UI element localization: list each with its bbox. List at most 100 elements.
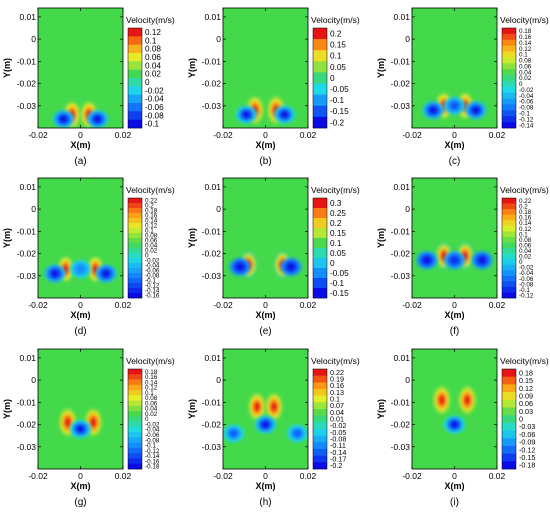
contour-field <box>416 241 493 270</box>
y-axis-label: Y(m) <box>376 58 386 78</box>
x-tick-label: 0 <box>452 300 457 310</box>
colorbar-tick-label: -0.04 <box>145 95 164 104</box>
colorbar-swatch <box>502 214 516 221</box>
colorbar-swatch <box>128 293 142 299</box>
panel-5: -0.02 0 0.02 0.01 0 -0.01 -0.02 -0.03 X(m) Y(m) Ve… <box>187 177 360 337</box>
colorbar-tick-label: 0.1 <box>145 36 157 45</box>
colorbar-swatch <box>128 111 142 120</box>
contour-field <box>235 96 296 125</box>
colorbar-tick-label: -0.04 <box>145 427 160 434</box>
panel-1: -0.02 0 0.020.010-0.01-0.02-0.03X(m)Y(m)Ve… <box>2 7 175 167</box>
x-tick-label: 0 <box>263 130 268 140</box>
x-tick-label: 0.02 <box>489 300 506 310</box>
colorbar-tick-label: 0.1 <box>519 52 528 59</box>
x-tick-label: 0.02 <box>300 130 317 140</box>
colorbar-swatch <box>128 273 142 279</box>
colorbar-tick-label: 0 <box>145 253 149 260</box>
colorbar-tick-label: -0.1 <box>145 278 156 285</box>
colorbar-swatch <box>502 253 516 260</box>
colorbar-swatch <box>502 292 516 299</box>
y-tick-label: 0 <box>31 34 36 44</box>
colorbar-tick-label: 0.16 <box>330 381 344 390</box>
y-tick-label: 0.01 <box>19 182 36 192</box>
velocity-extremum-3 <box>255 415 276 434</box>
y-tick-label: -0.03 <box>17 101 37 111</box>
colorbar-title: Velocity(m/s) <box>311 185 360 195</box>
colorbar-tick-label: -0.02 <box>145 86 164 95</box>
colorbar-title: Velocity(m/s) <box>311 356 360 366</box>
colorbar-swatch <box>502 51 516 58</box>
colorbar-swatch <box>128 463 142 470</box>
colorbar-tick-label: -0.1 <box>330 279 345 288</box>
y-tick-label: -0.01 <box>202 397 222 407</box>
colorbar-tick-label: -0.05 <box>330 428 346 437</box>
colorbar-frame <box>501 197 517 299</box>
colorbar-tick-label: 0.16 <box>519 34 532 41</box>
colorbar-tick-label: 0.08 <box>145 395 158 402</box>
y-tick-label: 0 <box>216 204 221 214</box>
colorbar-swatch <box>128 437 142 443</box>
colorbar-swatch <box>313 402 327 410</box>
colorbar-tick-label: 0.12 <box>145 28 161 37</box>
y-tick-label: 0.01 <box>204 353 221 363</box>
colorbar-swatch <box>313 409 327 416</box>
colorbar-frame <box>127 368 143 470</box>
colorbar-swatch <box>313 422 327 430</box>
y-tick-label: -0.01 <box>391 226 411 236</box>
colorbar-tick-label: -0.08 <box>145 273 160 280</box>
y-axis-label: Y(m) <box>376 399 386 419</box>
x-tick-label: 0.02 <box>300 300 317 310</box>
colorbar-frame <box>501 27 517 129</box>
plot-background <box>223 349 308 469</box>
x-tick-label: -0.02 <box>402 471 422 481</box>
panel-3: -0.02 0 0.020.010-0.01-0.02-0.03X(m)Y(m)Ve… <box>376 7 549 167</box>
colorbar-swatch <box>128 374 142 380</box>
contour-field <box>223 392 308 443</box>
colorbar-swatch <box>313 218 327 229</box>
x-tick-label: 0.02 <box>300 471 317 481</box>
y-tick-label: -0.01 <box>17 226 37 236</box>
colorbar-swatch <box>313 28 327 40</box>
colorbar-swatch <box>313 83 327 95</box>
colorbar-swatch <box>502 248 516 254</box>
x-tick-label: 0.02 <box>489 471 506 481</box>
colorbar-tick-label: 0.02 <box>145 248 158 255</box>
colorbar-tick-label: -0.17 <box>330 455 346 464</box>
colorbar-swatch <box>502 203 516 210</box>
x-tick-label: 0 <box>452 130 457 140</box>
colorbar-swatch <box>128 86 142 95</box>
colorbar-swatch <box>313 369 327 376</box>
colorbar-swatch <box>502 231 516 238</box>
colorbar-swatch <box>502 92 516 99</box>
colorbar-swatch <box>313 449 327 456</box>
y-tick-label: 0 <box>216 375 221 385</box>
velocity-extremum-3 <box>70 420 91 438</box>
contour-field <box>44 255 117 284</box>
colorbar-tick-label: 0.12 <box>519 46 532 53</box>
velocity-extremum-4 <box>274 105 296 124</box>
y-tick-label: -0.03 <box>17 442 37 452</box>
colorbar-tick-label: -0.14 <box>330 448 346 457</box>
velocity-extremum-5 <box>70 260 91 279</box>
colorbar-swatch <box>502 461 516 470</box>
y-tick-label: -0.01 <box>202 56 222 66</box>
colorbar-swatch <box>502 86 516 94</box>
y-tick-label: 0 <box>216 34 221 44</box>
colorbar-swatch <box>128 243 142 249</box>
colorbar-swatch <box>313 61 327 73</box>
colorbar-frame <box>312 27 328 129</box>
colorbar-swatch <box>128 94 142 104</box>
x-tick-label: -0.02 <box>213 130 233 140</box>
colorbar-tick-label: -0.04 <box>145 263 160 270</box>
x-tick-label: 0.02 <box>115 130 132 140</box>
colorbar-tick-label: 0.03 <box>519 407 533 416</box>
colorbar-swatch <box>502 453 516 462</box>
colorbar-tick-label: 0.08 <box>519 58 532 65</box>
colorbar-tick-label: 0.05 <box>330 249 346 258</box>
y-axis-label: Y(m) <box>2 399 12 419</box>
plot-background <box>412 178 497 298</box>
colorbar-tick-label: 0.22 <box>145 198 158 205</box>
x-tick-label: 0 <box>78 471 83 481</box>
colorbar-swatch <box>502 104 516 111</box>
